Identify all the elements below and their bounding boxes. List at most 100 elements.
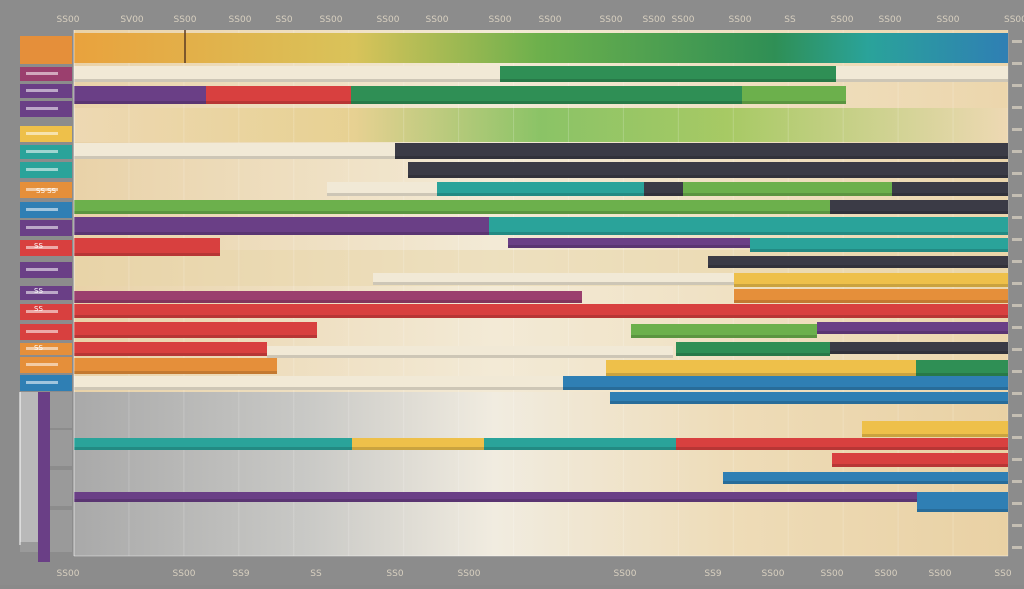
y-axis-stub bbox=[20, 392, 38, 542]
row-swatch-mark bbox=[26, 107, 58, 110]
row-swatch-mark bbox=[26, 268, 58, 271]
gantt-bar-shadow bbox=[74, 353, 244, 356]
top-tick-label: SS00 bbox=[937, 15, 960, 25]
gantt-bar bbox=[74, 238, 196, 256]
gantt-bar bbox=[74, 438, 352, 450]
right-axis-mark bbox=[1012, 502, 1022, 505]
row-label: SS bbox=[34, 344, 43, 352]
gantt-bar-shadow bbox=[631, 335, 817, 338]
top-tick-label: SS00 bbox=[600, 15, 623, 25]
top-tick-label: SS00 bbox=[426, 15, 449, 25]
gantt-bar-shadow bbox=[563, 387, 1008, 390]
right-axis-mark bbox=[1012, 150, 1022, 153]
top-tick-label: SS00 bbox=[489, 15, 512, 25]
row-label: SS bbox=[34, 242, 43, 250]
bottom-tick-label: SS00 bbox=[458, 569, 481, 579]
gantt-bar-shadow bbox=[74, 335, 317, 338]
top-tick-label: SS00 bbox=[831, 15, 854, 25]
gantt-bar bbox=[74, 376, 563, 390]
row-swatch-mark bbox=[26, 150, 58, 153]
y-axis-stub bbox=[38, 392, 50, 562]
row-swatch-mark bbox=[26, 208, 58, 211]
top-tick-label: SS00 bbox=[729, 15, 752, 25]
row-label: SS bbox=[34, 287, 43, 295]
gantt-bar-shadow bbox=[74, 253, 196, 256]
row-swatch-mark bbox=[26, 291, 58, 294]
right-axis-mark bbox=[1012, 84, 1022, 87]
top-tick-label: SS00 bbox=[539, 15, 562, 25]
right-axis-mark bbox=[1012, 304, 1022, 307]
gantt-bar-shadow bbox=[832, 464, 1008, 467]
gantt-bar bbox=[74, 86, 206, 104]
gantt-bar-shadow bbox=[74, 387, 563, 390]
gantt-bar-shadow bbox=[734, 300, 1008, 303]
top-tick-label: SS bbox=[784, 15, 796, 25]
right-axis-mark bbox=[1012, 392, 1022, 395]
row-swatch-mark bbox=[26, 347, 58, 350]
row-swatch-mark bbox=[26, 246, 58, 249]
top-tick-label: SS00 bbox=[174, 15, 197, 25]
row-swatch-mark bbox=[26, 363, 58, 366]
row-swatch-mark bbox=[26, 132, 58, 135]
top-tick-label: SS00 bbox=[672, 15, 695, 25]
gantt-bar-shadow bbox=[408, 175, 1008, 178]
gantt-bar bbox=[489, 217, 1008, 235]
bottom-tick-label: SS00 bbox=[614, 569, 637, 579]
gantt-bar bbox=[74, 200, 830, 214]
gantt-bar-shadow bbox=[862, 434, 1008, 437]
right-axis-mark bbox=[1012, 260, 1022, 263]
gantt-bar-shadow bbox=[500, 79, 836, 82]
gantt-bar bbox=[917, 492, 1008, 512]
gantt-bar-shadow bbox=[395, 156, 1008, 159]
gantt-bar bbox=[267, 346, 673, 358]
gantt-bar bbox=[644, 182, 683, 196]
right-axis-mark bbox=[1012, 546, 1022, 549]
gantt-bar bbox=[74, 322, 317, 338]
gantt-bar-shadow bbox=[676, 447, 1008, 450]
right-axis-mark bbox=[1012, 62, 1022, 65]
gantt-bar-shadow bbox=[74, 156, 395, 159]
row-label: SS bbox=[34, 305, 43, 313]
row-label: SS SS bbox=[36, 187, 57, 195]
top-tick-label: SS00 bbox=[1004, 15, 1024, 25]
right-axis-mark bbox=[1012, 106, 1022, 109]
top-tick-label: SS00 bbox=[879, 15, 902, 25]
row-swatch-mark bbox=[26, 89, 58, 92]
gantt-bar-shadow bbox=[484, 447, 676, 450]
gantt-bar bbox=[817, 322, 1008, 334]
gantt-bar bbox=[830, 342, 1008, 354]
right-axis-mark bbox=[1012, 370, 1022, 373]
gantt-bar bbox=[892, 182, 1008, 196]
gantt-bar-shadow bbox=[817, 331, 1008, 334]
right-axis-mark bbox=[1012, 238, 1022, 241]
top-tick-label: SS00 bbox=[229, 15, 252, 25]
gantt-bar-shadow bbox=[74, 101, 206, 104]
gantt-bar bbox=[563, 376, 1008, 390]
bottom-tick-label: SS9 bbox=[232, 569, 249, 579]
right-axis-mark bbox=[1012, 128, 1022, 131]
gantt-bar-shadow bbox=[750, 249, 1008, 252]
right-axis-mark bbox=[1012, 480, 1022, 483]
gantt-bar bbox=[74, 304, 1008, 318]
gantt-bar bbox=[631, 324, 817, 338]
right-axis-mark bbox=[1012, 524, 1022, 527]
gantt-bar bbox=[373, 273, 734, 285]
gantt-bar bbox=[74, 342, 244, 356]
top-tick-label: SV00 bbox=[120, 15, 144, 25]
gantt-bar-shadow bbox=[683, 193, 892, 196]
gantt-bar-shadow bbox=[917, 509, 1008, 512]
gantt-bar-shadow bbox=[708, 265, 1008, 268]
gantt-bar bbox=[244, 342, 267, 356]
gantt-bar bbox=[734, 289, 1008, 303]
row-swatch-mark bbox=[26, 72, 58, 75]
gantt-bar-shadow bbox=[206, 101, 351, 104]
gantt-bar bbox=[484, 438, 676, 450]
top-tick-label: SS00 bbox=[57, 15, 80, 25]
right-axis-mark bbox=[1012, 282, 1022, 285]
gantt-bar bbox=[74, 492, 917, 502]
plot-band bbox=[74, 108, 1008, 142]
gantt-bar-shadow bbox=[734, 284, 1008, 287]
gantt-bar-shadow bbox=[610, 401, 1008, 404]
header-bar bbox=[74, 33, 1008, 63]
